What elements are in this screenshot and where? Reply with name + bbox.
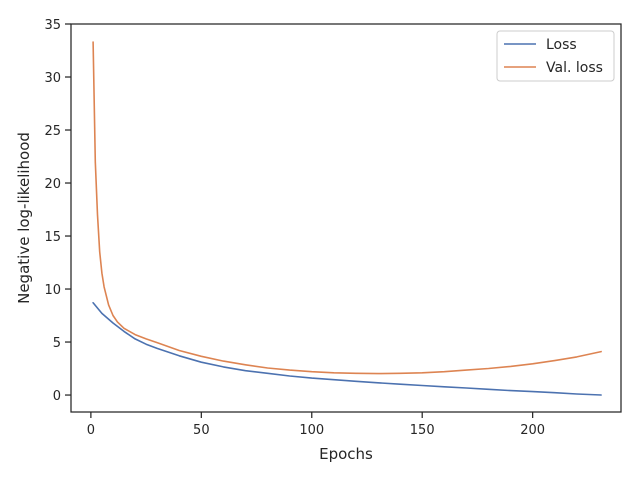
x-tick-label: 200: [520, 423, 545, 438]
y-tick-label: 25: [44, 124, 61, 139]
y-axis-label: Negative log-likelihood: [15, 132, 33, 304]
y-tick-label: 35: [44, 18, 61, 33]
legend-label-loss: Loss: [546, 37, 577, 53]
legend-label-val-loss: Val. loss: [546, 60, 603, 76]
series-line-val-loss: [92, 41, 602, 375]
y-tick-label: 15: [44, 230, 61, 245]
y-axis-ticks: 0 5 10 15 20 25 30 35: [44, 18, 71, 404]
x-axis-ticks: 0 50 100 150 200: [87, 412, 545, 438]
y-tick-label: 30: [44, 71, 61, 86]
plot-frame: [70, 23, 622, 413]
y-tick-label: 0: [53, 389, 61, 404]
y-tick-label: 5: [53, 336, 61, 351]
legend: Loss Val. loss: [496, 30, 615, 82]
x-tick-label: 0: [87, 423, 95, 438]
x-axis-label: Epochs: [319, 445, 373, 463]
y-tick-label: 20: [44, 177, 61, 192]
x-tick-label: 150: [410, 423, 435, 438]
x-tick-label: 100: [299, 423, 324, 438]
series-lines: [92, 41, 602, 396]
x-tick-label: 50: [193, 423, 210, 438]
series-line-loss: [92, 302, 602, 396]
y-tick-label: 10: [44, 283, 61, 298]
